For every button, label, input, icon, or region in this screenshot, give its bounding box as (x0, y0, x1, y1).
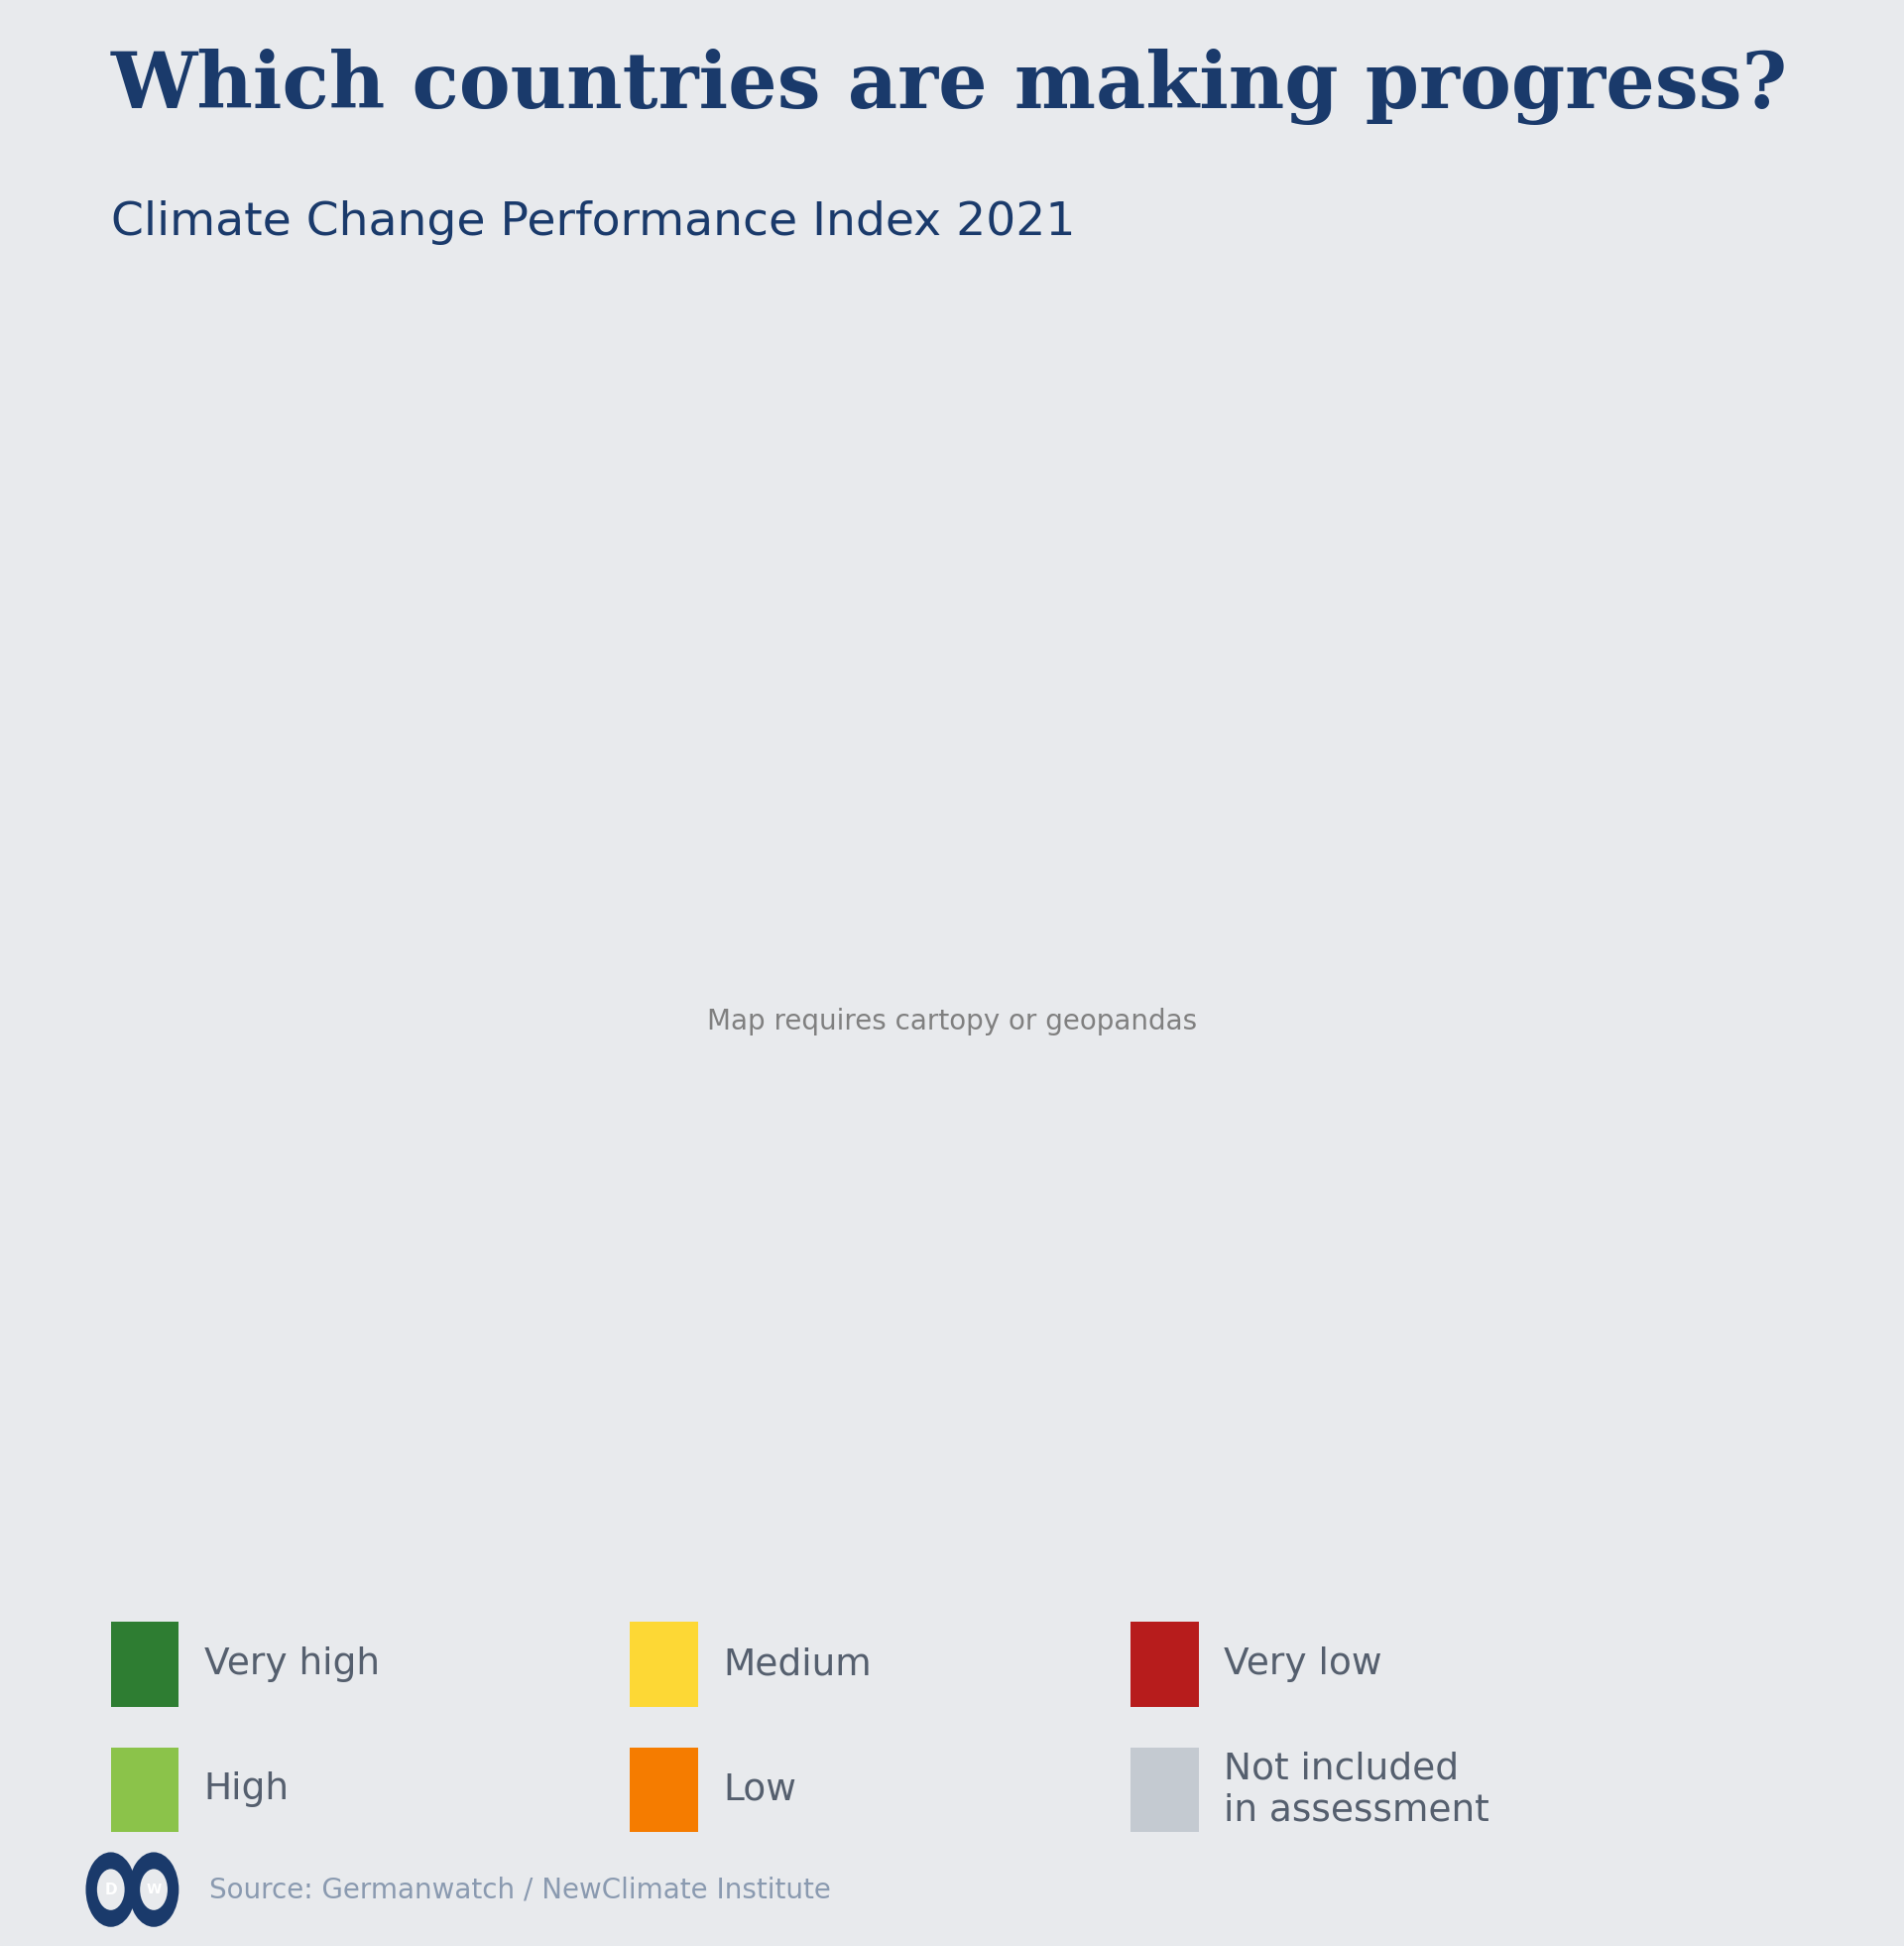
Bar (1131, 1621, 1200, 1707)
Bar (630, 1621, 699, 1707)
Text: Very high: Very high (204, 1646, 379, 1681)
Ellipse shape (141, 1868, 168, 1911)
Text: Very low: Very low (1224, 1646, 1382, 1681)
Text: Climate Change Performance Index 2021: Climate Change Performance Index 2021 (110, 200, 1076, 245)
Text: Low: Low (724, 1773, 796, 1808)
Text: Which countries are making progress?: Which countries are making progress? (110, 49, 1788, 125)
Text: High: High (204, 1773, 289, 1808)
Text: D: D (105, 1882, 116, 1897)
Bar (110, 1621, 179, 1707)
Text: W: W (147, 1882, 162, 1897)
Bar (110, 1748, 179, 1833)
Text: Not included
in assessment: Not included in assessment (1224, 1751, 1489, 1827)
Ellipse shape (86, 1853, 135, 1927)
Text: Map requires cartopy or geopandas: Map requires cartopy or geopandas (706, 1008, 1198, 1035)
Bar (1131, 1748, 1200, 1833)
Ellipse shape (97, 1868, 124, 1911)
Text: Source: Germanwatch / NewClimate Institute: Source: Germanwatch / NewClimate Institu… (209, 1876, 830, 1903)
Text: Medium: Medium (724, 1646, 872, 1681)
Ellipse shape (129, 1853, 179, 1927)
Bar (630, 1748, 699, 1833)
